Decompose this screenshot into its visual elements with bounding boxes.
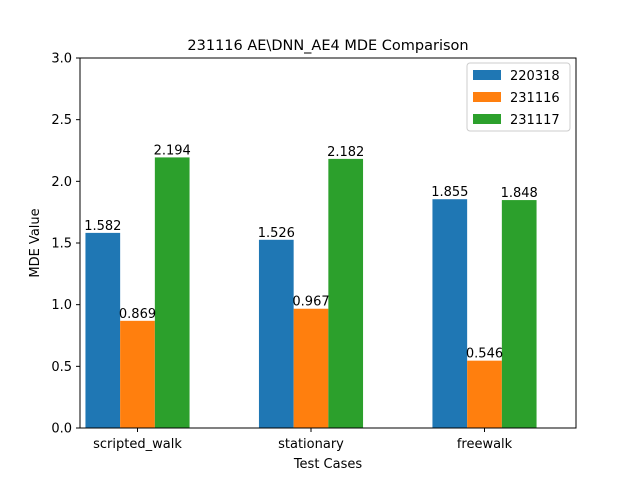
y-axis-ticks: 0.0 0.5 1.0 1.5 2.0 2.5 3.0 <box>51 52 80 437</box>
bar-231116-freewalk <box>467 360 502 428</box>
value-label-231116-stationary: 0.967 <box>292 295 329 310</box>
x-axis-ticks: scripted_walk stationary freewalk <box>93 428 513 452</box>
chart-title: 231116 AE\DNN_AE4 MDE Comparison <box>187 38 468 54</box>
bar-220318-freewalk <box>432 199 468 428</box>
value-labels-group: 1.582 1.526 1.855 0.869 0.967 0.546 2.194 2.182… <box>84 143 538 361</box>
bar-231116-scripted_walk <box>120 320 155 428</box>
value-label-231116-freewalk: 0.546 <box>466 347 503 362</box>
x-tick-label: scripted_walk <box>93 437 182 452</box>
x-tick-label: stationary <box>278 437 344 452</box>
y-tick-label: 2.0 <box>51 175 72 190</box>
legend-label-231116: 231116 <box>510 91 560 106</box>
y-tick-label: 2.5 <box>51 113 72 128</box>
value-label-231117-scripted_walk: 2.194 <box>154 143 191 158</box>
legend-swatch-220318 <box>473 70 501 80</box>
legend-label-220318: 220318 <box>510 69 560 84</box>
y-tick-label: 1.5 <box>51 237 72 252</box>
bars-group <box>85 157 537 429</box>
y-tick-label: 3.0 <box>51 52 72 67</box>
value-label-231117-freewalk: 1.848 <box>501 186 538 201</box>
bar-231117-freewalk <box>501 200 537 428</box>
legend-label-231117: 231117 <box>510 113 560 128</box>
bar-231117-stationary <box>328 158 364 429</box>
bar-231117-scripted_walk <box>154 157 190 428</box>
x-axis-label: Test Cases <box>293 457 363 472</box>
legend: 220318 231116 231117 <box>466 62 571 132</box>
value-label-220318-stationary: 1.526 <box>258 226 295 241</box>
y-axis-label: MDE Value <box>28 208 43 277</box>
legend-swatch-231116 <box>473 92 501 102</box>
value-label-220318-freewalk: 1.855 <box>431 185 468 200</box>
plot-frame <box>79 57 577 429</box>
value-label-231116-scripted_walk: 0.869 <box>119 307 156 322</box>
legend-swatch-231117 <box>473 114 501 124</box>
y-tick-label: 0.0 <box>51 422 72 437</box>
bar-231116-stationary <box>293 308 329 428</box>
bar-220318-scripted_walk <box>85 232 121 428</box>
value-label-231117-stationary: 2.182 <box>327 145 364 160</box>
x-tick-label: freewalk <box>457 437 513 452</box>
y-tick-label: 0.5 <box>51 360 72 375</box>
value-label-220318-scripted_walk: 1.582 <box>84 219 121 234</box>
y-tick-label: 1.0 <box>51 298 72 313</box>
bar-220318-stationary <box>258 239 294 428</box>
